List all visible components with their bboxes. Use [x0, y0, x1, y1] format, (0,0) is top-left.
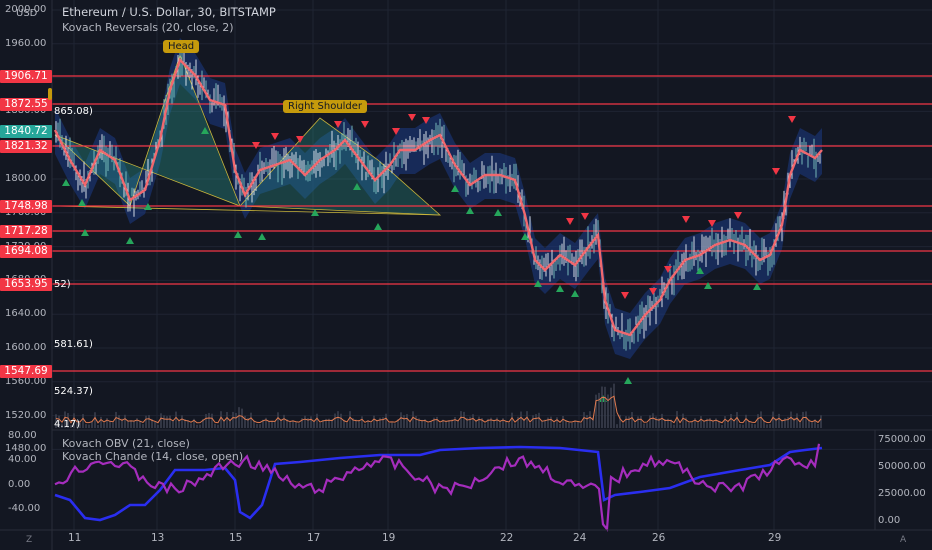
buy-arrow: [126, 237, 134, 244]
buy-arrow: [534, 280, 542, 287]
time-tick: 22: [500, 532, 514, 544]
sell-arrow: [334, 121, 342, 128]
auto-scale-icon[interactable]: A: [900, 535, 907, 545]
buy-arrow: [753, 283, 761, 290]
price-tick: 1640.00: [5, 308, 47, 320]
price-tick: 1520.00: [5, 409, 47, 421]
time-tick: 11: [68, 532, 82, 544]
sell-arrow: [734, 212, 742, 219]
buy-arrow: [704, 282, 712, 289]
buy-arrow: [353, 183, 361, 190]
buy-arrow: [696, 267, 704, 274]
buy-arrow: [451, 185, 459, 192]
time-tick: 26: [652, 532, 666, 544]
time-tick: 19: [382, 532, 396, 544]
level-label: 1906.71: [0, 70, 52, 83]
right-shoulder-tag: Right Shoulder: [283, 100, 368, 113]
time-tick: 17: [307, 532, 321, 544]
time-tick: 15: [229, 532, 243, 544]
price-tick: 1560.00: [5, 375, 47, 387]
buy-arrow: [311, 209, 319, 216]
lower-right-tick: 25000.00: [878, 488, 926, 499]
buy-arrow: [624, 377, 632, 384]
sell-arrow: [664, 266, 672, 273]
obv-line: [54, 445, 823, 522]
price-tick: 1480.00: [5, 443, 47, 455]
price-tick: 2000.00: [5, 4, 47, 15]
lower-right-tick: 75000.00: [878, 434, 926, 445]
head-tag: Head: [163, 40, 200, 53]
left-value: 865.08): [54, 106, 93, 117]
buy-arrow: [258, 233, 266, 240]
sell-arrow: [621, 292, 629, 299]
lower-left-tick: -40.00: [8, 503, 41, 514]
buy-arrow: [374, 223, 382, 230]
time-tick: 29: [768, 532, 782, 544]
chart-title: Ethereum / U.S. Dollar, 30, BITSTAMP: [62, 5, 276, 19]
sell-arrow: [408, 114, 416, 121]
left-value: 52): [54, 279, 71, 290]
level-label: 1547.69: [0, 365, 52, 378]
sell-arrow: [392, 128, 400, 135]
sell-arrow: [649, 288, 657, 295]
buy-arrow: [234, 231, 242, 238]
buy-arrow: [144, 203, 152, 210]
left-value: 524.37): [54, 386, 93, 397]
buy-arrow: [556, 285, 564, 292]
buy-arrow: [81, 229, 89, 236]
kovach-reversal-line: [53, 57, 823, 337]
pattern-neckline: [54, 205, 441, 216]
buy-arrow: [521, 233, 529, 240]
price-tick: 1800.00: [5, 173, 47, 184]
sell-arrow: [422, 117, 430, 124]
sell-arrow: [361, 121, 369, 128]
lower-right-tick: 0.00: [878, 515, 901, 526]
time-tick: 13: [151, 532, 165, 544]
grid: [52, 0, 932, 530]
sell-arrow: [708, 220, 716, 227]
current-price-label: 1840.72: [0, 125, 52, 138]
sell-arrow: [271, 133, 279, 140]
lower-left-tick: 40.00: [8, 454, 37, 465]
chande-line: [54, 443, 821, 532]
sell-arrow: [788, 116, 796, 123]
volume-average-line: [55, 395, 822, 424]
price-tick: 1960.00: [5, 37, 47, 49]
level-label: 1748.98: [0, 200, 52, 213]
buy-arrow: [201, 127, 209, 134]
lower-left-tick: 0.00: [8, 479, 31, 490]
support-resistance-lines: [52, 75, 932, 372]
pattern-right-shoulder: [239, 117, 442, 216]
timezone-icon[interactable]: Z: [26, 535, 33, 545]
reversal-arrows: [62, 114, 796, 402]
sell-arrow: [581, 213, 589, 220]
left-shoulder-tag-edge: [48, 88, 52, 100]
indicator-label[interactable]: Kovach Reversals (20, close, 2): [62, 21, 234, 34]
currency-label: USD: [16, 8, 38, 19]
buy-arrow: [571, 290, 579, 297]
sell-arrow: [252, 142, 260, 149]
sell-arrow: [682, 216, 690, 223]
sell-arrow: [296, 136, 304, 143]
buy-arrow: [78, 199, 86, 206]
time-tick: 24: [573, 532, 587, 544]
left-value: 581.61): [54, 339, 93, 350]
left-value: 4.17): [54, 419, 81, 430]
buy-arrow: [494, 209, 502, 216]
buy-arrow: [466, 207, 474, 214]
sell-arrow: [772, 168, 780, 175]
sell-arrow: [566, 218, 574, 225]
level-label: 1872.55: [0, 98, 52, 111]
lower-right-tick: 50000.00: [878, 461, 926, 472]
chande-indicator-label[interactable]: Kovach Chande (14, close, open): [62, 450, 244, 463]
lower-left-tick: 80.00: [8, 430, 37, 441]
obv-indicator-label[interactable]: Kovach OBV (21, close): [62, 437, 190, 450]
level-label: 1653.95: [0, 278, 52, 291]
price-tick: 1600.00: [5, 342, 47, 353]
level-label: 1717.28: [0, 225, 52, 238]
level-label: 1694.08: [0, 245, 52, 258]
buy-arrow: [62, 179, 70, 186]
level-label: 1821.32: [0, 140, 52, 153]
